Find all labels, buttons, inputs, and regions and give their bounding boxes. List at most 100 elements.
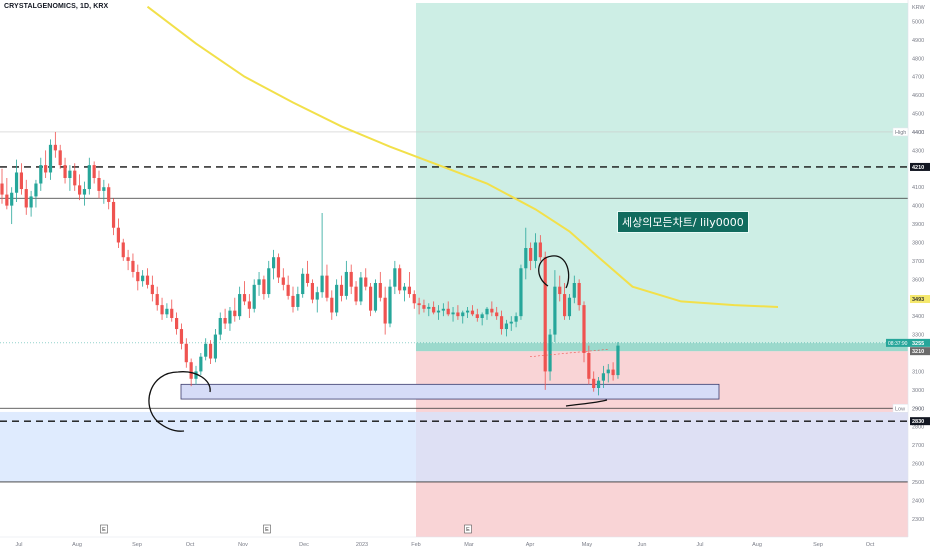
candle-body <box>606 369 610 374</box>
candle-body <box>296 294 300 307</box>
candle-body <box>422 305 426 309</box>
candle-body <box>78 185 82 195</box>
candle-body <box>407 286 411 295</box>
low-label-bg <box>892 404 909 413</box>
candle-body <box>383 297 387 324</box>
candle-body <box>39 165 43 184</box>
price-tick-label: 2400 <box>912 498 924 504</box>
candle-body <box>247 301 251 309</box>
price-tick-label: 4400 <box>912 130 924 136</box>
price-tick-label: 3400 <box>912 314 924 320</box>
price-tick-label: 3300 <box>912 333 924 339</box>
candle-body <box>252 284 256 309</box>
time-tick-label: Apr <box>526 542 535 548</box>
candle-body <box>466 310 470 313</box>
hand-circle-right <box>538 255 570 289</box>
candle-body <box>616 345 620 376</box>
candle-body <box>320 275 324 293</box>
time-tick-label: Dec <box>299 542 309 548</box>
candle-body <box>461 312 465 317</box>
price-tick-label: 2600 <box>912 462 924 468</box>
earnings-marker-bg <box>263 524 271 534</box>
price-tick-label: 4000 <box>912 204 924 210</box>
moving-average-line <box>146 5 779 308</box>
candle-body <box>126 257 130 261</box>
price-countdown: 08:37:90 <box>888 341 908 347</box>
price-tick-label: 2700 <box>912 443 924 449</box>
trend-line-dotted <box>529 349 609 357</box>
price-tick-label: 3100 <box>912 369 924 375</box>
candle-body <box>73 170 77 186</box>
high-label: High <box>895 130 906 136</box>
time-tick-label: Nov <box>238 542 248 548</box>
candle-body <box>121 242 125 258</box>
candle-body <box>553 286 557 335</box>
candle-body <box>577 283 581 306</box>
candle-body <box>34 183 38 197</box>
time-tick-label: Jun <box>638 542 647 548</box>
candle-body <box>485 308 489 315</box>
price-tick-label: 4700 <box>912 75 924 81</box>
candle-body <box>339 284 344 296</box>
candle-body <box>456 312 460 317</box>
candle-body <box>218 318 222 335</box>
candle-body <box>310 283 314 300</box>
entry-price-tag: 3210 <box>912 349 924 355</box>
candle-body <box>267 268 271 295</box>
candle-body <box>567 297 572 317</box>
dashed-lower-price-tag-bg <box>910 417 930 426</box>
low-price-tag: 2900 <box>912 406 924 412</box>
candle-body <box>189 362 193 379</box>
candle-body <box>199 356 203 372</box>
candle-body <box>572 283 576 298</box>
ma-price-tag-bg <box>910 295 930 304</box>
candle-body <box>543 257 547 372</box>
candle-body <box>369 286 373 311</box>
candle-body <box>427 306 431 309</box>
candle-body <box>538 242 542 258</box>
ma-price-tag: 3493 <box>912 297 924 303</box>
time-tick-label: Aug <box>752 542 762 548</box>
price-tick-label: 4100 <box>912 185 924 191</box>
candle-body <box>563 294 567 317</box>
candle-body <box>558 286 562 295</box>
price-tick-label: 4900 <box>912 38 924 44</box>
candle-body <box>514 316 518 322</box>
price-tick-label: 3800 <box>912 240 924 246</box>
candle-body <box>548 334 552 372</box>
time-tick-label: Oct <box>186 542 195 548</box>
candle-body <box>0 183 4 195</box>
candle-body <box>272 257 276 269</box>
candle-body <box>179 329 184 344</box>
currency-label: KRW <box>912 5 926 11</box>
current-price-tag: 3255 <box>912 341 924 347</box>
candle-body <box>238 294 242 317</box>
candle-body <box>92 165 96 178</box>
candle-body <box>204 343 208 357</box>
earnings-marker: E <box>265 527 269 533</box>
blue-zone <box>0 411 908 482</box>
candle-body <box>596 380 601 388</box>
candle-body <box>29 196 33 208</box>
candle-body <box>102 187 106 191</box>
candle-body <box>213 334 217 359</box>
candle-body <box>417 303 421 306</box>
support-box <box>180 383 720 400</box>
candle-body <box>451 312 455 315</box>
candle-body <box>58 150 62 166</box>
candle-body <box>490 308 494 313</box>
candle-body <box>223 318 227 324</box>
candle-body <box>432 306 436 313</box>
time-tick-label: Jul <box>15 542 22 548</box>
candle-body <box>354 286 358 302</box>
time-tick-label: Jul <box>696 542 703 548</box>
time-tick-label: Mar <box>464 542 474 548</box>
time-tick-label: Feb <box>411 542 420 548</box>
candle-body <box>5 194 9 206</box>
dashed-lower-price-tag: 2830 <box>912 419 924 425</box>
time-tick-label: May <box>582 542 593 548</box>
high-price-tag: 4400 <box>912 130 924 136</box>
candle-body <box>242 294 247 302</box>
